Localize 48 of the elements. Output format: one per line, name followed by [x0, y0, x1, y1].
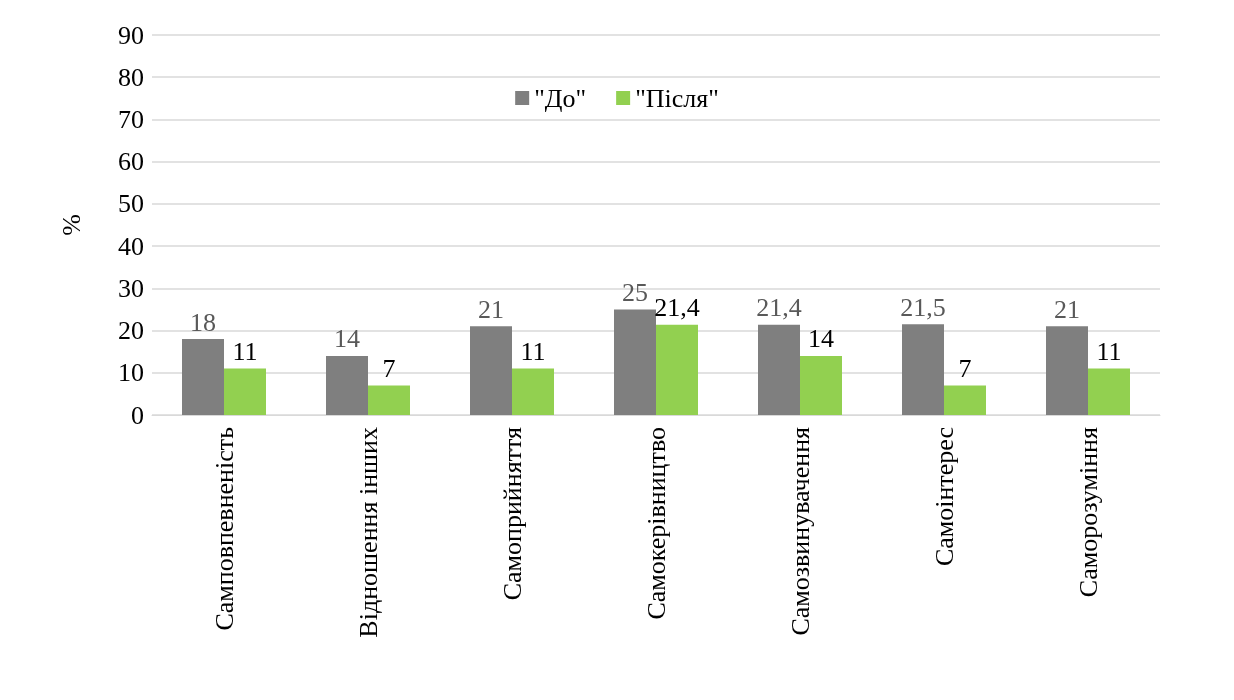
- legend-label: "Після": [635, 83, 719, 113]
- data-label: 21,5: [900, 292, 946, 322]
- bar: [326, 355, 368, 415]
- x-tick-label: Самокерівництво: [641, 427, 671, 620]
- y-tick-label: 0: [131, 400, 144, 430]
- bar: [1088, 368, 1130, 415]
- bar: [368, 385, 410, 415]
- x-tick-label: Саморозуміння: [1073, 426, 1103, 598]
- bar: [944, 385, 986, 415]
- data-label: 25: [622, 277, 648, 307]
- x-tick-label: Самоінтерес: [929, 427, 959, 567]
- bar: [512, 368, 554, 415]
- y-tick-label: 40: [118, 231, 144, 261]
- data-label: 11: [520, 337, 546, 367]
- data-label: 21,4: [756, 293, 802, 323]
- data-label: 14: [334, 324, 360, 354]
- x-tick-label: Самповпевненість: [209, 426, 239, 631]
- bar: [656, 324, 698, 415]
- y-tick-label: 10: [118, 358, 144, 388]
- bar: [758, 324, 800, 415]
- bar: [182, 339, 224, 415]
- data-label: 21,4: [654, 293, 700, 323]
- bar: [902, 324, 944, 415]
- data-label: 11: [232, 337, 258, 367]
- y-axis-title: %: [56, 214, 86, 236]
- y-tick-label: 20: [118, 316, 144, 346]
- data-label: 7: [958, 353, 972, 383]
- data-label: 11: [1096, 337, 1122, 367]
- bar: [470, 326, 512, 415]
- y-tick-label: 90: [118, 20, 144, 50]
- data-label: 18: [190, 307, 216, 337]
- y-tick-label: 30: [118, 273, 144, 303]
- y-tick-label: 80: [118, 62, 144, 92]
- bar: [800, 355, 842, 415]
- bar: [224, 368, 266, 415]
- y-tick-label: 50: [118, 189, 144, 219]
- data-label: 21: [478, 294, 504, 324]
- bar: [614, 309, 656, 415]
- x-tick-label: Самоприйняття: [497, 426, 527, 601]
- data-label: 21: [1054, 294, 1080, 324]
- bar: [1046, 326, 1088, 415]
- data-label: 14: [808, 324, 834, 354]
- data-label: 7: [382, 353, 396, 383]
- y-tick-label: 60: [118, 147, 144, 177]
- legend-label: "До": [534, 83, 587, 113]
- y-tick-label: 70: [118, 104, 144, 134]
- x-tick-label: Самозвинувачення: [785, 426, 815, 636]
- x-tick-label: Відношення інших: [353, 427, 383, 638]
